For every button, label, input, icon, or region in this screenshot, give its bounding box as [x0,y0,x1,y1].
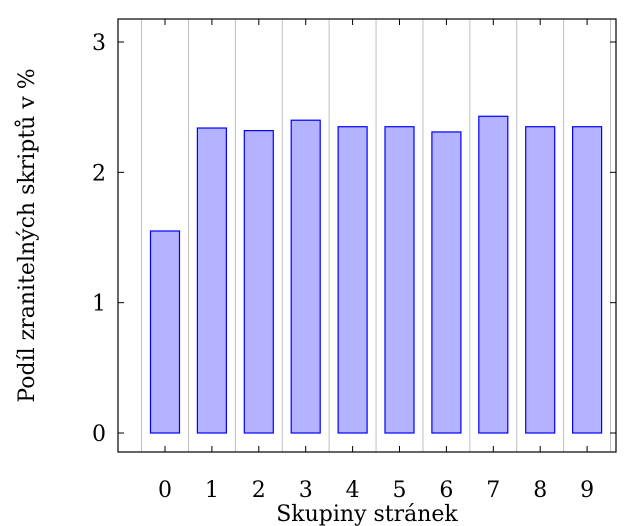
y-axis-title: Podíl zranitelných skriptů v % [13,68,40,402]
y-tick-labels: 0 1 2 3 [92,31,106,447]
grid-lines [141,19,612,452]
bar [571,126,603,434]
bar [525,126,556,434]
bar [337,126,368,434]
bar [431,131,462,434]
bar [478,115,509,434]
x-tick-label: 3 [299,478,313,503]
plot-frame [117,18,617,453]
x-tick-label: 4 [346,478,360,503]
y-tick-label: 1 [92,292,106,317]
bar [196,127,227,434]
x-tick-label: 7 [486,478,500,503]
x-tick-label: 2 [252,478,266,503]
tick-marks [118,19,616,452]
y-tick-label: 0 [92,422,106,447]
bar [384,126,415,434]
bar [149,230,181,434]
x-axis-title: Skupiny stránek [276,502,458,526]
bar [243,130,274,434]
x-tick-label: 6 [439,478,453,503]
x-tick-label: 9 [580,478,594,503]
bars [149,115,603,434]
x-tick-labels: 0 1 2 3 4 5 6 7 8 9 [158,478,594,503]
y-tick-label: 3 [92,31,106,56]
bar [290,119,321,434]
x-tick-label: 5 [393,478,407,503]
x-tick-label: 1 [205,478,219,503]
x-tick-label: 8 [533,478,547,503]
y-tick-label: 2 [92,161,106,186]
x-tick-label: 0 [158,478,172,503]
